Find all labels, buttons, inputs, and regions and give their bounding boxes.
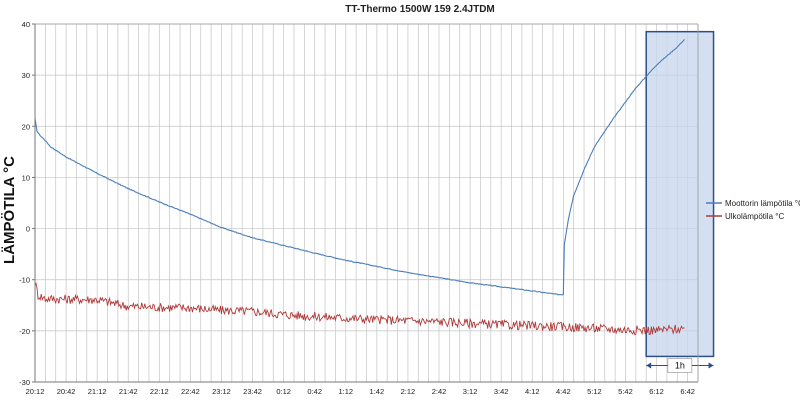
x-tick-label: 4:12 xyxy=(525,387,540,396)
x-tick-label: 2:12 xyxy=(401,387,416,396)
legend-label: Moottorin lämpötila °C xyxy=(725,199,800,208)
x-tick-label: 4:42 xyxy=(556,387,571,396)
y-tick-label: -20 xyxy=(19,327,30,336)
legend-label: Ulkolämpötila °C xyxy=(725,212,784,221)
x-tick-label: 0:42 xyxy=(307,387,322,396)
x-tick-label: 5:12 xyxy=(587,387,602,396)
span-arrow-right xyxy=(708,362,714,369)
span-label-box xyxy=(667,358,693,373)
x-tick-label: 3:12 xyxy=(463,387,478,396)
y-tick-label: 30 xyxy=(22,71,30,80)
y-tick-label: 10 xyxy=(22,173,30,182)
x-tick-label: 22:12 xyxy=(150,387,169,396)
one-hour-highlight: 1h xyxy=(645,30,715,373)
y-tick-label: -30 xyxy=(19,378,30,387)
span-label: 1h xyxy=(675,360,685,370)
legend: Moottorin lämpötila °C Ulkolämpötila °C xyxy=(706,199,800,221)
x-tick-label: 23:12 xyxy=(212,387,231,396)
chart-title: TT-Thermo 1500W 159 2.4JTDM xyxy=(345,4,495,15)
x-tick-label: 3:42 xyxy=(494,387,509,396)
series-line-outdoor-temperature xyxy=(34,282,685,336)
x-tick-label: 22:42 xyxy=(181,387,200,396)
x-tick-label: 23:42 xyxy=(243,387,262,396)
x-tick-label: 20:42 xyxy=(57,387,76,396)
y-axis-label: LÄMPÖTILA °C xyxy=(1,156,18,264)
x-tick-label: 6:42 xyxy=(680,387,695,396)
y-tick-label: 20 xyxy=(22,122,30,131)
x-tick-label: 0:12 xyxy=(276,387,291,396)
y-tick-label: -10 xyxy=(19,276,30,285)
chart-axes xyxy=(34,23,699,383)
series-layer xyxy=(34,38,685,336)
x-tick-label: 21:42 xyxy=(119,387,138,396)
y-tick-label: 0 xyxy=(26,225,30,234)
x-tick-label: 5:42 xyxy=(618,387,633,396)
y-tick-label: 40 xyxy=(22,20,30,29)
x-tick-label: 20:12 xyxy=(26,387,45,396)
x-tick-label: 1:12 xyxy=(338,387,353,396)
x-tick-label: 2:42 xyxy=(432,387,447,396)
x-tick-label: 6:12 xyxy=(649,387,664,396)
x-tick-label: 21:12 xyxy=(88,387,107,396)
highlight-box xyxy=(645,30,715,358)
series-line-engine-temperature xyxy=(34,38,685,296)
x-tick-label: 1:42 xyxy=(370,387,385,396)
span-arrow-left xyxy=(646,362,652,369)
